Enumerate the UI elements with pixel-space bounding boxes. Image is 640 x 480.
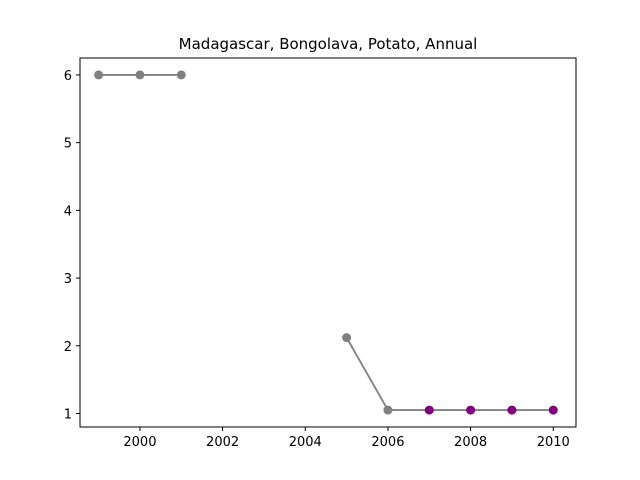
data-point xyxy=(424,405,434,415)
data-point xyxy=(466,405,476,415)
x-tick-label: 2002 xyxy=(206,435,239,450)
data-point xyxy=(548,405,558,415)
x-tick-label: 2004 xyxy=(289,435,322,450)
y-tick-label: 3 xyxy=(64,272,72,287)
data-point xyxy=(135,70,145,80)
data-point xyxy=(383,405,393,415)
data-point xyxy=(176,70,186,80)
y-tick-label: 2 xyxy=(64,340,72,355)
x-tick-label: 2006 xyxy=(371,435,404,450)
y-tick-label: 6 xyxy=(64,69,72,84)
x-tick-label: 2010 xyxy=(537,435,570,450)
series-line-segment xyxy=(345,337,554,411)
chart-title: Madagascar, Bongolava, Potato, Annual xyxy=(179,35,478,53)
x-tick-label: 2000 xyxy=(123,435,156,450)
axes: 2000 2002 2004 2006 2008 2010 1 2 3 4 5 6 xyxy=(64,69,570,450)
data-point xyxy=(94,70,104,80)
y-tick-label: 4 xyxy=(64,204,72,219)
series-points xyxy=(94,70,558,415)
y-tick-label: 5 xyxy=(64,137,72,152)
data-point xyxy=(342,333,352,343)
plot-frame xyxy=(79,57,577,428)
x-tick-label: 2008 xyxy=(454,435,487,450)
series-lines xyxy=(98,74,554,411)
data-point xyxy=(507,405,517,415)
y-tick-label: 1 xyxy=(64,407,72,422)
